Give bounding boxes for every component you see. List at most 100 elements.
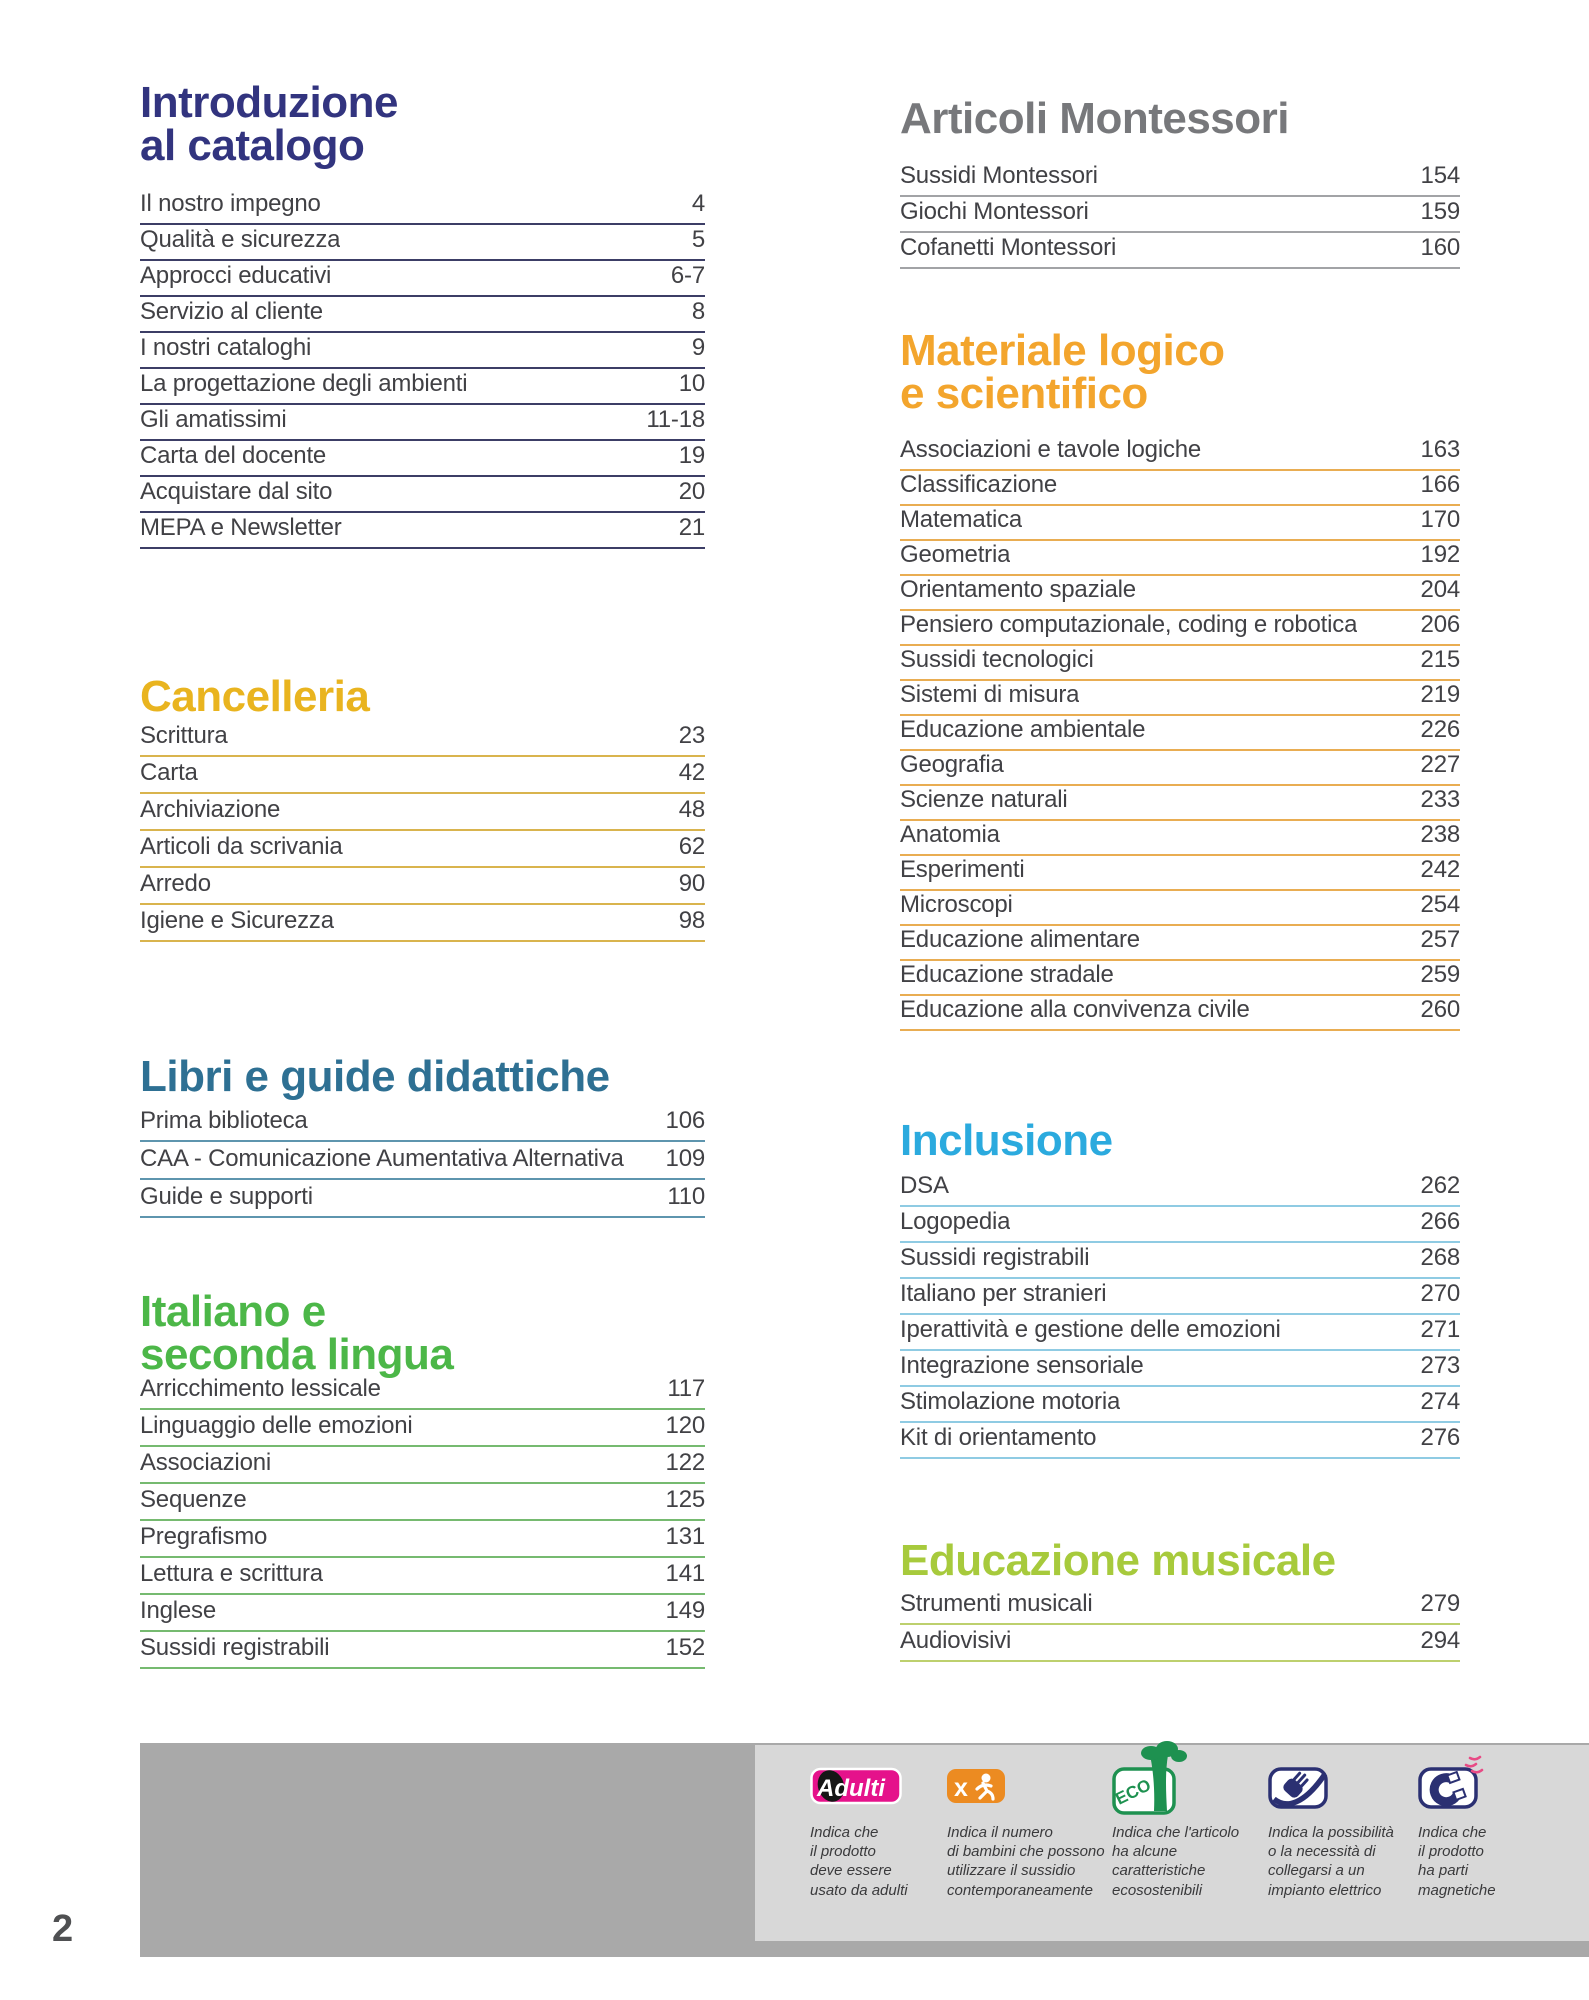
toc-row: Qualità e sicurezza 5 [140,225,705,261]
toc-entry-label: Archiviazione [140,796,281,823]
adulti-badge-art: Adulti [810,1767,902,1805]
toc-entry-page: 233 [1420,786,1461,813]
section-title-line: e scientifico [900,368,1148,418]
legend-text-line: Indica che [810,1824,879,1841]
toc-entry-page: 4 [691,190,705,217]
toc-entry-label: Associazioni e tavole logiche [900,436,1202,463]
toc-entry-label: Sistemi di misura [900,681,1080,708]
section-title-inclusione: Inclusione [900,1119,1460,1163]
legend-item-magnet: Indica che il prodotto ha parti magnetiche [1418,1755,1560,1900]
section-title-montessori: Articoli Montessori [900,94,1460,143]
toc-row: Linguaggio delle emozioni 120 [140,1410,705,1447]
toc-list-inclusione: DSA 262 Logopedia 266 Sussidi registrabili 26… [900,1171,1460,1459]
toc-entry-page: 125 [665,1486,706,1513]
toc-entry-page: 5 [691,226,705,253]
toc-entry-label: Educazione alimentare [900,926,1140,953]
toc-entry-label: I nostri cataloghi [140,334,312,361]
toc-entry-label: Stimolazione motoria [900,1388,1121,1415]
legend-text-line: collegarsi a un [1268,1862,1365,1880]
toc-entry-label: Lettura e scrittura [140,1560,323,1587]
toc-entry-label: Articoli da scrivania [140,833,343,860]
toc-list-intro: Il nostro impegno 4 Qualità e sicurezza 5 Ap… [140,189,705,549]
legend-item-description: Indica la possibilità o la necessità di co… [1268,1823,1420,1900]
toc-row: I nostri cataloghi 9 [140,333,705,369]
toc-entry-label: Scienze naturali [900,786,1068,813]
toc-entry-label: Prima biblioteca [140,1107,308,1134]
toc-row: Sussidi Montessori 154 [900,161,1460,197]
toc-row: Geografia 227 [900,751,1460,786]
toc-row: Archiviazione 48 [140,794,705,831]
legend-text-line: o la necessità di [1268,1843,1376,1861]
toc-entry-page: 270 [1420,1280,1461,1307]
toc-entry-label: Kit di orientamento [900,1424,1097,1451]
toc-entry-page: 279 [1420,1590,1461,1617]
toc-entry-label: La progettazione degli ambienti [140,370,468,397]
toc-entry-page: 163 [1420,436,1461,463]
toc-entry-page: 170 [1420,506,1461,533]
toc-entry-page: 226 [1420,716,1461,743]
toc-row: Kit di orientamento 276 [900,1423,1460,1459]
toc-entry-label: Educazione alla convivenza civile [900,996,1250,1023]
electric-plug-badge [1268,1767,1420,1809]
toc-row: Scrittura 23 [140,720,705,757]
toc-row: Il nostro impegno 4 [140,189,705,225]
toc-entry-label: Carta [140,759,198,786]
section-title-line: Educazione musicale [900,1536,1336,1585]
toc-entry-label: Microscopi [900,891,1013,918]
toc-entry-page: 159 [1420,198,1461,225]
toc-row: Classificazione 166 [900,471,1460,506]
footer-bar: Adulti Indica che il prodotto deve essere u… [140,1741,1589,1957]
toc-entry-label: Audiovisivi [900,1627,1012,1654]
toc-row: Acquistare dal sito 20 [140,477,705,513]
toc-row: Educazione stradale 259 [900,961,1460,996]
toc-row: Logopedia 266 [900,1207,1460,1243]
toc-row: Stimolazione motoria 274 [900,1387,1460,1423]
section-title-line: Articoli Montessori [900,94,1290,143]
toc-entry-label: Esperimenti [900,856,1025,883]
toc-entry-page: 131 [665,1523,706,1550]
toc-entry-label: Gli amatissimi [140,406,287,433]
legend-text-line: Indica che l'articolo [1112,1824,1240,1841]
toc-row: Sussidi registrabili 152 [140,1632,705,1669]
toc-entry-page: 6-7 [670,262,705,289]
toc-entry-page: 62 [678,833,705,860]
toc-list-libri: Prima biblioteca 106 CAA - Comunicazione A… [140,1104,705,1218]
toc-row: Guide e supporti 110 [140,1180,705,1218]
toc-entry-page: 294 [1420,1627,1461,1654]
toc-entry-label: Giochi Montessori [900,198,1089,225]
toc-entry-label: Geografia [900,751,1004,778]
toc-entry-page: 273 [1420,1352,1461,1379]
toc-entry-label: Pregrafismo [140,1523,268,1550]
toc-row: Giochi Montessori 159 [900,197,1460,233]
toc-row: Arricchimento lessicale 117 [140,1373,705,1410]
toc-row: Sequenze 125 [140,1484,705,1521]
toc-entry-page: 8 [691,298,705,325]
toc-entry-page: 227 [1420,751,1461,778]
section-title-intro: Introduzione al catalogo [140,81,705,170]
toc-entry-label: Anatomia [900,821,1000,848]
toc-entry-label: Arricchimento lessicale [140,1375,381,1402]
toc-entry-page: 11-18 [646,406,705,433]
section-title-line: Libri e guide didattiche [140,1052,610,1101]
toc-entry-page: 9 [691,334,705,361]
legend-text-line: ha alcune [1112,1843,1178,1861]
section-title-line: al catalogo [140,120,365,170]
toc-entry-page: 23 [678,722,705,749]
legend-text-line: impianto elettrico [1268,1881,1382,1899]
toc-entry-label: Scrittura [140,722,228,749]
toc-entry-page: 238 [1420,821,1461,848]
toc-entry-page: 215 [1420,646,1461,673]
legend-item-eco: ECO Indica che l'articolo ha alcune caratt… [1112,1741,1264,1900]
toc-row: Sussidi tecnologici 215 [900,646,1460,681]
legend-item-electric-plug: Indica la possibilità o la necessità di co… [1268,1767,1420,1900]
toc-row: Gli amatissimi 11-18 [140,405,705,441]
legend-text-line: il prodotto [810,1843,876,1861]
toc-entry-label: Carta del docente [140,442,327,469]
magnet-badge [1418,1755,1560,1809]
toc-entry-page: 149 [665,1597,706,1624]
toc-entry-label: Cofanetti Montessori [900,234,1117,261]
electric-plug-badge-art [1268,1767,1328,1809]
toc-entry-label: Sussidi registrabili [140,1634,330,1661]
toc-entry-page: 106 [665,1107,706,1134]
toc-entry-page: 154 [1420,162,1461,189]
